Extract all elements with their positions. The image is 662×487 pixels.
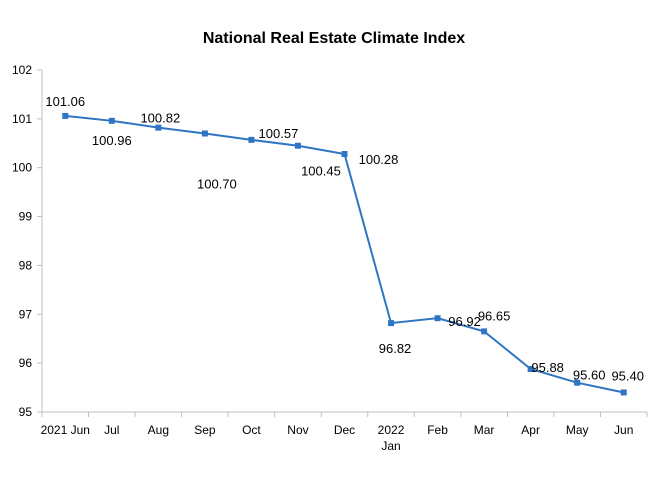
data-point	[341, 151, 348, 158]
data-point	[481, 328, 488, 335]
data-point	[294, 142, 301, 149]
x-tick-label: Jun	[614, 423, 633, 437]
x-axis: 2021 Jun Jul Aug Sep Oct Nov Dec 2022 Jan Feb Mar A…	[41, 412, 648, 453]
data-point	[201, 130, 208, 137]
y-tick-label: 102	[12, 63, 32, 77]
data-point	[108, 117, 115, 124]
x-tick-label: 2021 Jun	[41, 423, 90, 437]
data-point	[574, 379, 581, 386]
y-tick-label: 95	[19, 405, 33, 419]
series-markers	[62, 112, 627, 396]
data-label: 100.70	[197, 177, 237, 192]
data-label: 96.82	[379, 341, 412, 356]
data-label: 95.88	[531, 360, 564, 375]
x-tick-label: Oct	[242, 423, 261, 437]
data-label: 100.45	[301, 164, 341, 179]
y-tick-label: 101	[12, 112, 32, 126]
x-tick-label: Feb	[427, 423, 448, 437]
data-point	[527, 366, 534, 373]
y-tick-label: 97	[19, 307, 33, 321]
chart-title: National Real Estate Climate Index	[203, 30, 465, 47]
data-label: 100.28	[359, 152, 399, 167]
data-label: 95.60	[573, 368, 606, 383]
series-line	[65, 114, 624, 394]
y-tick-label: 98	[19, 258, 33, 272]
data-point	[62, 112, 69, 119]
data-labels: 101.06 100.96 100.82 100.70 100.57 100.45 100.…	[45, 94, 644, 384]
data-point	[388, 320, 395, 327]
x-tick-label: Nov	[287, 423, 308, 437]
x-tick-label: Sep	[194, 423, 216, 437]
data-label: 96.65	[478, 308, 511, 323]
data-point	[620, 389, 627, 396]
data-point	[248, 136, 255, 143]
y-axis: 95 96 97 98 99 100 101 102	[12, 63, 42, 419]
x-tick-label: Apr	[521, 423, 540, 437]
data-point	[155, 124, 162, 131]
data-label: 100.82	[140, 111, 180, 126]
data-point	[434, 315, 441, 322]
data-label: 96.92	[448, 314, 481, 329]
x-tick-label: Jul	[104, 423, 119, 437]
x-tick-label: Mar	[474, 423, 495, 437]
data-label: 100.57	[259, 126, 299, 141]
x-tick-label: Dec	[334, 423, 355, 437]
y-tick-label: 99	[19, 210, 33, 224]
data-label: 101.06	[45, 94, 85, 109]
x-tick-label: Aug	[148, 423, 169, 437]
y-tick-label: 100	[12, 161, 32, 175]
data-label: 100.96	[92, 133, 132, 148]
x-tick-label: 2022 Jan	[378, 423, 405, 453]
data-label: 95.40	[611, 368, 644, 383]
x-tick-label: May	[566, 423, 589, 437]
y-tick-label: 96	[19, 356, 33, 370]
